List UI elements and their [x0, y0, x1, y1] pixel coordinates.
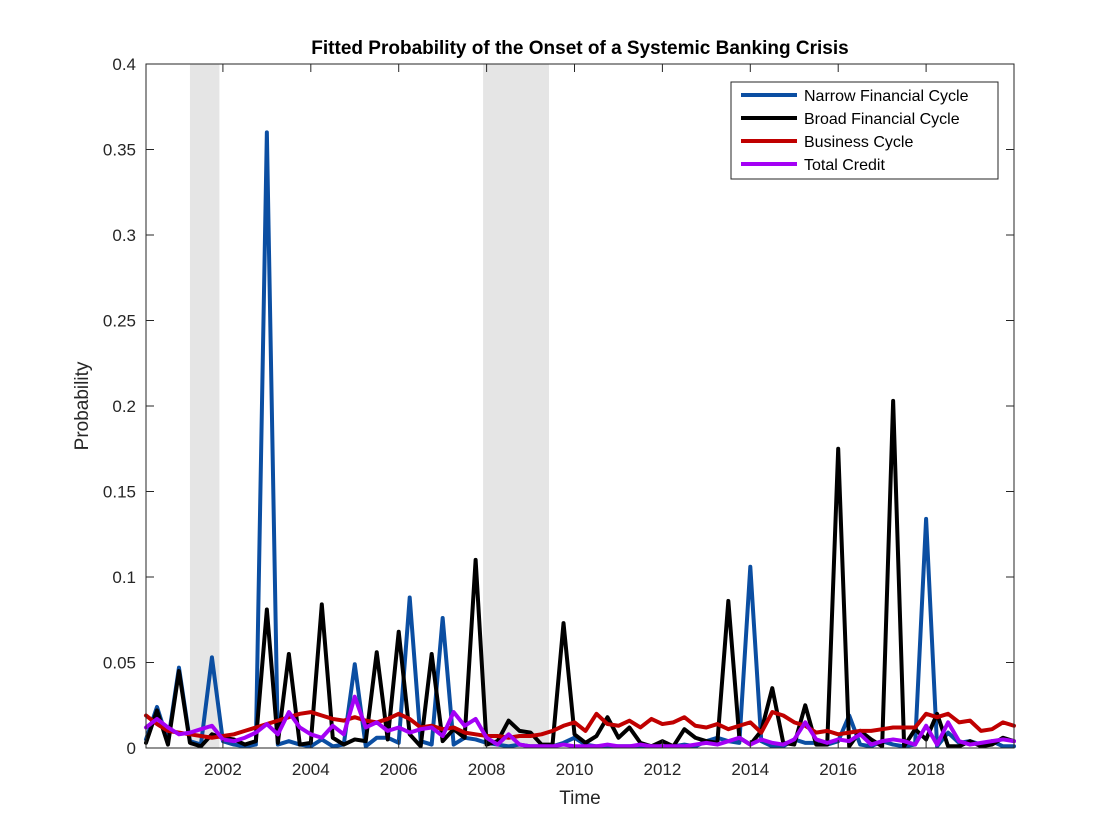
x-tick-label: 2018: [907, 760, 945, 779]
y-axis-title: Probability: [72, 361, 93, 450]
y-tick-label: 0.25: [103, 312, 136, 331]
series-lines: [144, 130, 1016, 749]
y-tick-label: 0.35: [103, 141, 136, 160]
tick-labels: 2002 2004 2006 2008 2010 2012 2014 2016 2018 0 0.0…: [103, 55, 945, 779]
y-tick-label: 0.1: [112, 568, 136, 587]
series-line-total-credit: [144, 694, 1016, 749]
x-tick-label: 2012: [643, 760, 681, 779]
x-tick-label: 2002: [204, 760, 242, 779]
y-tick-label: 0: [127, 739, 136, 758]
y-tick-label: 0.3: [112, 226, 136, 245]
legend-label-narrow-financial-cycle: Narrow Financial Cycle: [804, 88, 969, 105]
shaded-period-2: [483, 64, 550, 748]
shaded-period-1: [189, 64, 220, 748]
shaded-periods: [189, 64, 550, 748]
y-tick-label: 0.15: [103, 483, 136, 502]
x-tick-label: 2006: [380, 760, 418, 779]
legend-label-business-cycle: Business Cycle: [804, 134, 913, 151]
series-line-broad-financial-cycle: [144, 398, 1016, 749]
x-tick-label: 2014: [731, 760, 769, 779]
series-line-narrow-financial-cycle: [144, 130, 1016, 749]
x-tick-label: 2016: [819, 760, 857, 779]
y-tick-label: 0.4: [112, 55, 136, 74]
legend-label-broad-financial-cycle: Broad Financial Cycle: [804, 111, 960, 128]
axes: [145, 63, 1015, 749]
x-axis-title: Time: [559, 788, 601, 809]
legend: Narrow Financial Cycle Broad Financial Cy…: [730, 81, 999, 180]
x-tick-label: 2010: [556, 760, 594, 779]
chart-title: Fitted Probability of the Onset of a Sys…: [311, 38, 848, 59]
x-tick-label: 2008: [468, 760, 506, 779]
y-tick-label: 0.2: [112, 397, 136, 416]
x-tick-label: 2004: [292, 760, 330, 779]
legend-label-total-credit: Total Credit: [804, 157, 885, 174]
y-tick-label: 0.05: [103, 654, 136, 673]
